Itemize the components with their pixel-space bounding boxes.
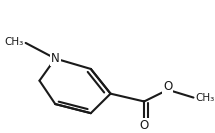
Text: CH₃: CH₃ bbox=[195, 93, 215, 103]
Text: N: N bbox=[51, 52, 60, 65]
Text: O: O bbox=[163, 80, 172, 93]
Text: CH₃: CH₃ bbox=[5, 37, 24, 47]
Text: O: O bbox=[140, 119, 149, 132]
